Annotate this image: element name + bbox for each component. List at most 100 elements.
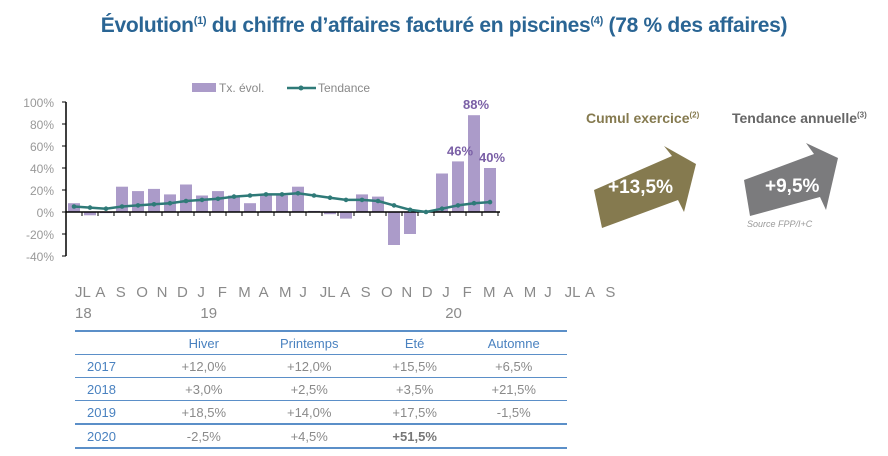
bar bbox=[212, 191, 224, 212]
bar bbox=[452, 161, 464, 212]
kpi-cumul-value: +13,5% bbox=[608, 177, 673, 198]
value-cell: +51,5% bbox=[368, 423, 461, 449]
trend-point bbox=[231, 194, 237, 199]
legend-swatch-bars bbox=[192, 83, 216, 92]
trend-point bbox=[439, 206, 445, 211]
bar bbox=[260, 195, 272, 212]
bar bbox=[148, 188, 160, 212]
trend-point bbox=[167, 200, 173, 206]
table-row: 2017 +12,0% +12,0% +15,5% +6,5% bbox=[75, 354, 567, 378]
month-label: J bbox=[442, 284, 450, 301]
value-cell: -1,5% bbox=[460, 400, 567, 425]
evolution-chart: 100% 80% 60% 40% 20% 0% -20% -40% 46% 88% 40% Tx. é… bbox=[23, 81, 505, 264]
kpi-tendance-value: +9,5% bbox=[765, 176, 820, 197]
bar bbox=[276, 195, 288, 212]
month-label: A bbox=[585, 284, 596, 301]
year-label: 18 bbox=[75, 305, 92, 322]
table-row: 2020 -2,5% +4,5% +51,5% bbox=[75, 423, 567, 449]
value-cell: +21,5% bbox=[460, 377, 567, 401]
trend-point bbox=[423, 209, 429, 215]
y-tick-label: 20% bbox=[30, 184, 54, 198]
y-tick-label: 40% bbox=[30, 162, 54, 176]
title-text: du chiffre d’affaires facturé en piscine… bbox=[206, 14, 591, 37]
tendance-arrow-icon bbox=[744, 143, 838, 216]
bar bbox=[132, 191, 144, 212]
bar bbox=[356, 194, 368, 212]
legend-label: Tendance bbox=[318, 81, 370, 95]
value-cell: -2,5% bbox=[158, 423, 250, 449]
header-cell: Hiver bbox=[158, 330, 250, 355]
value-cell: +12,0% bbox=[249, 354, 369, 378]
month-label: D bbox=[421, 284, 433, 301]
trend-point bbox=[151, 202, 157, 207]
y-tick-label: -40% bbox=[26, 250, 54, 264]
month-label: D bbox=[177, 284, 188, 301]
month-label: O bbox=[381, 284, 393, 301]
value-cell: +15,5% bbox=[368, 354, 461, 378]
year-label: 19 bbox=[200, 305, 218, 322]
month-label: A bbox=[340, 284, 351, 301]
month-label: S bbox=[115, 284, 126, 301]
value-cell: +12,0% bbox=[158, 354, 250, 378]
month-label: A bbox=[95, 284, 106, 301]
month-label: F bbox=[217, 284, 227, 301]
month-label: F bbox=[462, 284, 472, 301]
bar bbox=[388, 212, 400, 245]
value-cell: +14,0% bbox=[249, 400, 369, 425]
trend-point bbox=[327, 195, 333, 200]
bar bbox=[436, 173, 448, 212]
trend-point bbox=[263, 192, 269, 197]
kpi-tendance-label: Tendance annuelle(3) bbox=[732, 110, 867, 126]
y-tick-label: 80% bbox=[30, 118, 54, 132]
year-cell: 2019 bbox=[75, 400, 158, 425]
data-label: 46% bbox=[447, 143, 473, 158]
trend-point bbox=[183, 198, 189, 204]
y-tick-label: -20% bbox=[26, 228, 54, 242]
bar bbox=[244, 203, 256, 212]
kpi-label: Cumul exercice bbox=[586, 110, 690, 126]
year-cell: 2018 bbox=[75, 377, 158, 401]
value-cell: +6,5% bbox=[460, 354, 567, 378]
footnote-ref: (3) bbox=[857, 110, 867, 120]
month-label: J bbox=[544, 284, 552, 301]
bar bbox=[484, 168, 496, 212]
legend-marker bbox=[298, 85, 304, 91]
bar bbox=[84, 212, 96, 216]
header-cell: Eté bbox=[368, 330, 461, 355]
value-cell: +3,0% bbox=[158, 377, 250, 401]
trend-point bbox=[295, 191, 301, 196]
month-label: N bbox=[156, 284, 168, 301]
bar bbox=[180, 184, 192, 212]
value-cell bbox=[460, 423, 567, 449]
month-label: M bbox=[279, 284, 292, 301]
trend-point bbox=[407, 207, 413, 213]
value-cell: +2,5% bbox=[249, 377, 369, 401]
value-cell: +18,5% bbox=[158, 400, 250, 425]
table-header: Hiver Printemps Eté Automne bbox=[75, 330, 567, 355]
bar bbox=[404, 212, 416, 234]
cumul-arrow-icon bbox=[594, 146, 696, 228]
table-row: 2018 +3,0% +2,5% +3,5% +21,5% bbox=[75, 377, 567, 401]
legend-label: Tx. évol. bbox=[219, 81, 264, 95]
bar bbox=[228, 195, 240, 212]
year-cell: 2020 bbox=[75, 423, 158, 449]
y-tick-label: 60% bbox=[30, 140, 54, 154]
month-label: A bbox=[503, 284, 514, 301]
month-label: J bbox=[299, 284, 307, 301]
bar bbox=[324, 212, 336, 215]
trend-point bbox=[119, 204, 125, 209]
month-label: N bbox=[401, 284, 413, 301]
month-label: JL bbox=[319, 284, 336, 301]
header-cell: Printemps bbox=[249, 330, 369, 355]
trend-point bbox=[215, 196, 221, 202]
year-label: 20 bbox=[445, 305, 462, 322]
value-cell: +3,5% bbox=[368, 377, 461, 401]
page-title: Évolution(1) du chiffre d’affaires factu… bbox=[0, 14, 888, 38]
month-label: A bbox=[258, 284, 269, 301]
header-cell bbox=[75, 330, 158, 355]
value-cell: +4,5% bbox=[249, 423, 369, 449]
title-text: Évolution bbox=[100, 14, 194, 37]
header-cell: Automne bbox=[460, 330, 567, 355]
trend-point bbox=[375, 198, 381, 204]
table-row: 2019 +18,5% +14,0% +17,5% -1,5% bbox=[75, 400, 567, 425]
